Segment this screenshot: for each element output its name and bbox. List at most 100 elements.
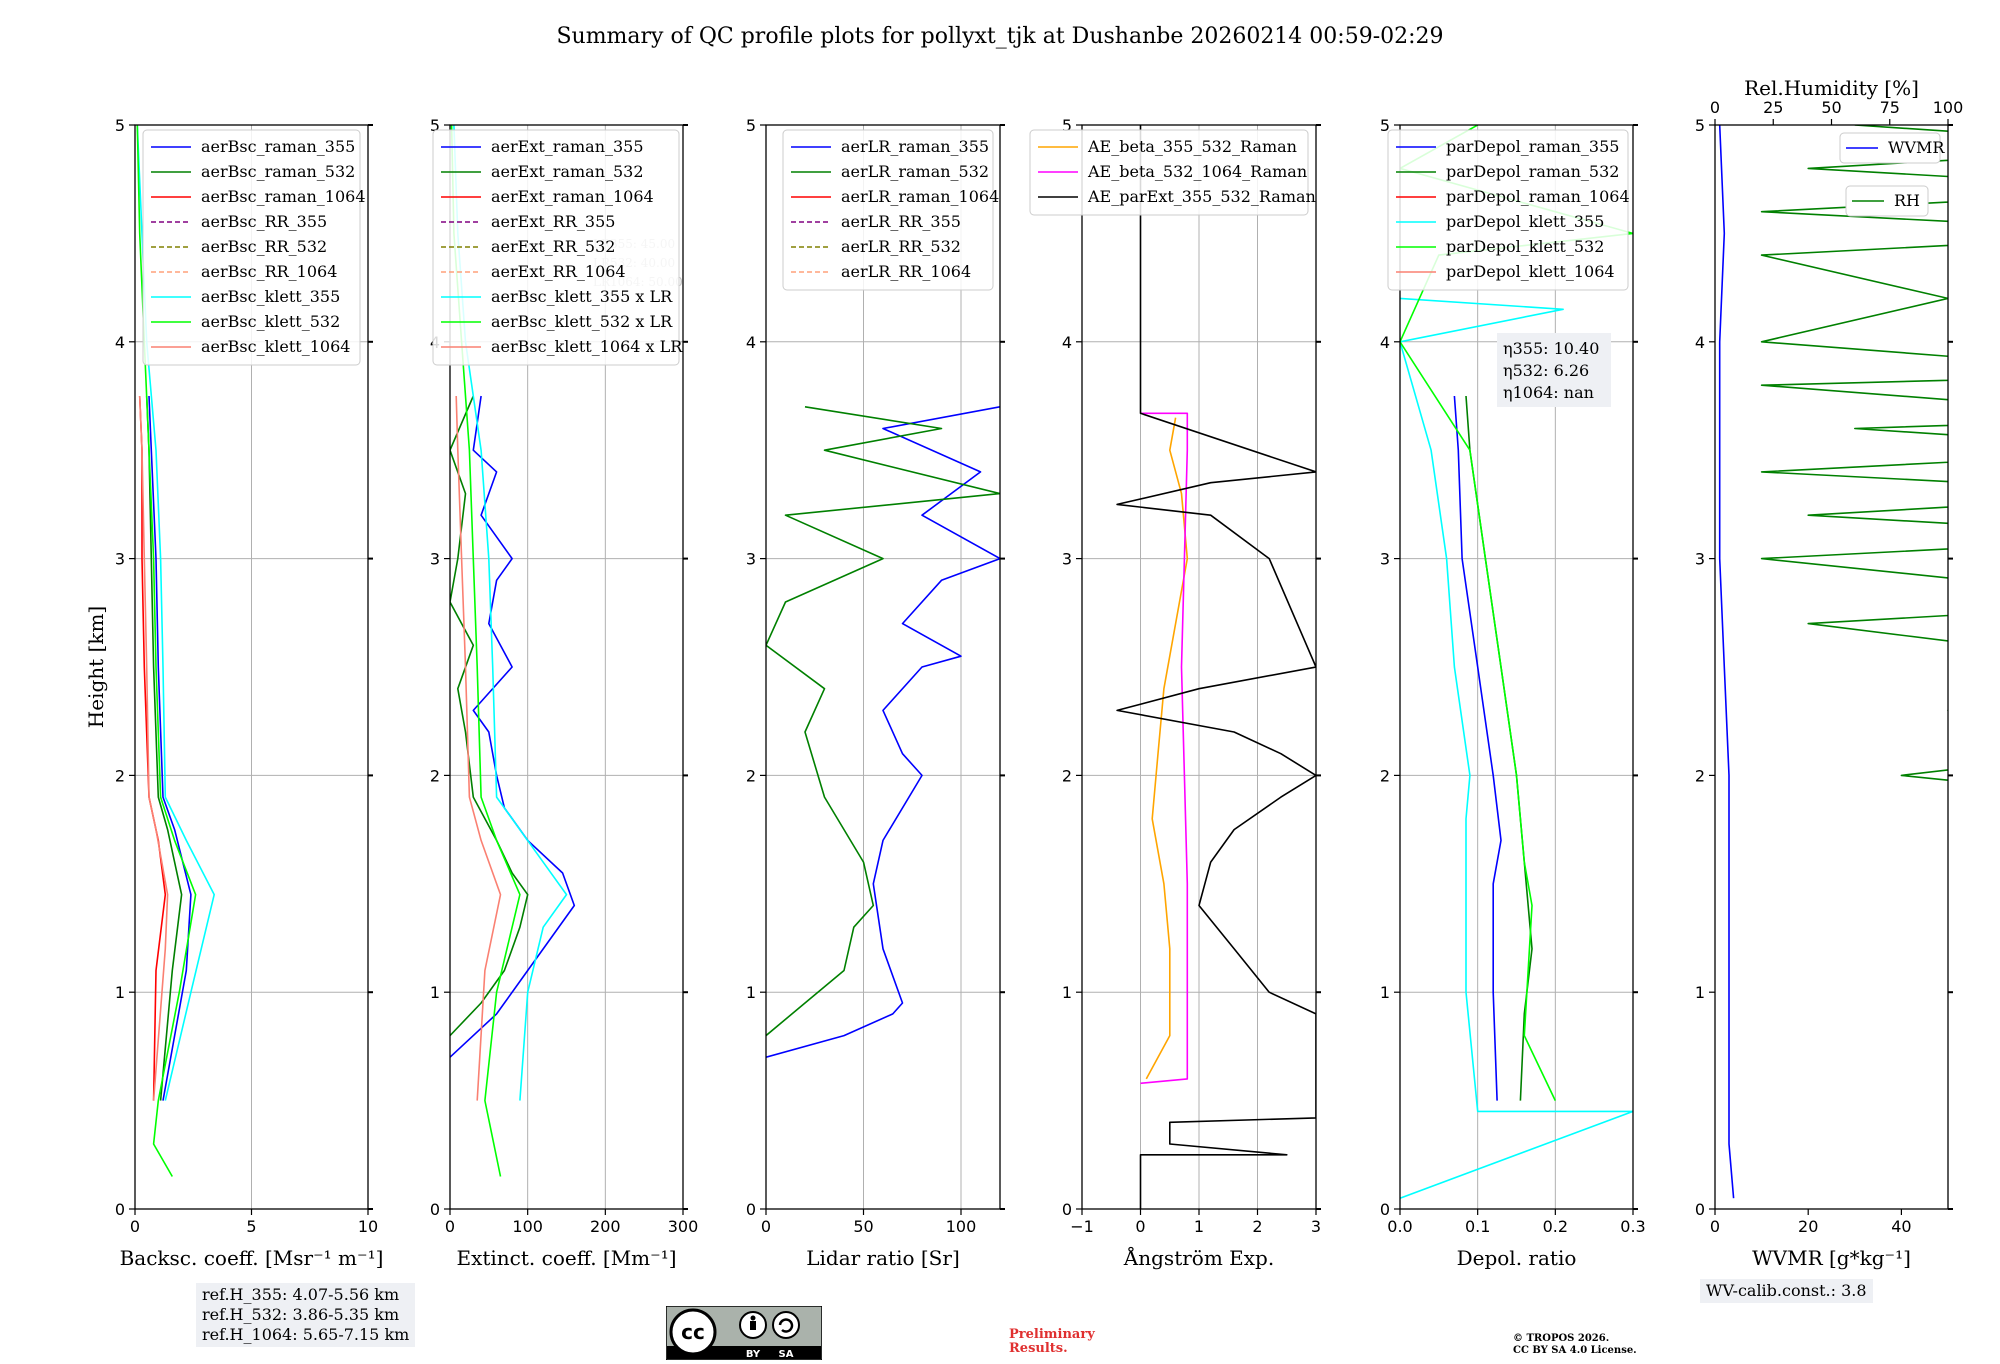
- y-tick-label: 4: [746, 333, 756, 352]
- legend-box: [142, 129, 361, 366]
- x2-tick-label: 100: [1933, 98, 1964, 117]
- series-line-pardepol-raman-355: [1453, 395, 1502, 1101]
- y-tick-label: 4: [115, 333, 125, 352]
- x-tick-label: 2: [1252, 1217, 1262, 1236]
- y-tick-label: 4: [1380, 333, 1390, 352]
- x2-tick-label: 75: [1880, 98, 1900, 117]
- cc-license-badge: cc BY SA: [665, 1305, 823, 1361]
- x-axis-label: Ångström Exp.: [1123, 1245, 1274, 1270]
- legend-label-aerbsc-rr-1064: aerBsc_RR_1064: [201, 262, 337, 281]
- y-tick-label: 3: [1695, 550, 1705, 569]
- x-tick-label: 3: [1311, 1217, 1321, 1236]
- figure-title: Summary of QC profile plots for pollyxt_…: [556, 24, 1443, 49]
- y-tick-label: 4: [1062, 333, 1072, 352]
- legend-label-aerlr-rr-355: aerLR_RR_355: [841, 212, 961, 231]
- y-tick-label: 1: [115, 983, 125, 1002]
- copyright-line-1: © TROPOS 2026.: [1513, 1333, 1610, 1344]
- axes-frame: [1399, 124, 1634, 1210]
- y-tick-label: 2: [115, 766, 125, 785]
- legend-label-aerlr-raman-1064: aerLR_raman_1064: [841, 187, 999, 206]
- axes-frame: [449, 124, 684, 1210]
- legend-box: [1845, 185, 1929, 217]
- wv-calibration-box: WV-calib.const.: 3.8: [1700, 1279, 1873, 1303]
- y-tick-label: 1: [1062, 983, 1072, 1002]
- y-tick-label: 2: [746, 766, 756, 785]
- x2-axis-label: Rel.Humidity [%]: [1744, 76, 1919, 100]
- x-tick-label: 20: [1798, 1217, 1818, 1236]
- x-tick-label: 0.3: [1620, 1217, 1645, 1236]
- ref-height-1064: ref.H_1064: 5.65-7.15 km: [202, 1325, 410, 1344]
- legend-box: [782, 129, 994, 291]
- y-tick-label: 1: [746, 983, 756, 1002]
- y-tick-label: 0: [746, 1200, 756, 1219]
- legend-box: [432, 129, 680, 366]
- x-tick-label: 40: [1891, 1217, 1911, 1236]
- y-tick-label: 5: [1380, 116, 1390, 135]
- x-axis-label: WVMR [g*kg⁻¹]: [1752, 1246, 1911, 1270]
- ref-height-532: ref.H_532: 3.86-5.35 km: [202, 1305, 400, 1324]
- legend-label-wvmr: WVMR: [1888, 138, 1945, 157]
- legend-label-pardepol-raman-355: parDepol_raman_355: [1446, 137, 1619, 156]
- legend-box: [1839, 132, 1941, 164]
- x2-tick-label: 25: [1763, 98, 1783, 117]
- series-line-aerlr-raman-355: [766, 406, 1000, 1058]
- x-tick-label: 50: [853, 1217, 873, 1236]
- y-tick-label: 0: [1062, 1200, 1072, 1219]
- y-tick-label: 0: [115, 1200, 125, 1219]
- series-line-ae-beta-532-1064-raman: [1140, 412, 1189, 1085]
- y-tick-label: 3: [1062, 550, 1072, 569]
- x-tick-label: 0: [761, 1217, 771, 1236]
- legend-label-aerbsc-klett-1064: aerBsc_klett_1064: [201, 337, 350, 356]
- y-tick-label: 1: [430, 983, 440, 1002]
- x-axis-label: Depol. ratio: [1457, 1246, 1577, 1270]
- plot-wv: 0 20 40 0 1 2 3 4 5 WVMR [g*kg⁻¹] 0 25 50 75 100 Rel.Hu…: [1695, 76, 1964, 1270]
- legend-label-aerbsc-rr-355: aerBsc_RR_355: [201, 212, 327, 231]
- legend-label-aerext-raman-1064: aerExt_raman_1064: [491, 187, 654, 206]
- y-tick-label: 5: [746, 116, 756, 135]
- legend-label-aerbsc-klett-532-x-lr: aerBsc_klett_532 x LR: [491, 312, 673, 331]
- legend-label-aerlr-rr-1064: aerLR_RR_1064: [841, 262, 971, 281]
- x-tick-label: 200: [590, 1217, 621, 1236]
- plot-ext: 0100200300012345Extinct. coeff. [Mm⁻¹]LR…: [430, 116, 698, 1270]
- x-axis-label: Lidar ratio [Sr]: [806, 1246, 960, 1270]
- series-line-rh: [1760, 125, 1948, 782]
- x-tick-label: 10: [358, 1217, 378, 1236]
- y-tick-label: 2: [1380, 766, 1390, 785]
- legend-label-rh: RH: [1894, 191, 1920, 210]
- y-axis-label: Height [km]: [84, 606, 108, 728]
- legend-label-aerbsc-klett-355: aerBsc_klett_355: [201, 287, 340, 306]
- y-tick-label: 0: [430, 1200, 440, 1219]
- legend-label-aerlr-rr-532: aerLR_RR_532: [841, 237, 961, 256]
- legend-label-ae-beta-355-532-raman: AE_beta_355_532_Raman: [1087, 137, 1297, 156]
- x-tick-label: 0.0: [1387, 1217, 1412, 1236]
- preliminary-note: Preliminary Results.: [1009, 1328, 1095, 1356]
- y-tick-label: 2: [430, 766, 440, 785]
- legend-label-pardepol-klett-532: parDepol_klett_532: [1446, 237, 1604, 256]
- x-tick-label: 0.1: [1465, 1217, 1490, 1236]
- x-tick-label: −1: [1070, 1217, 1094, 1236]
- preliminary-line-1: Preliminary: [1009, 1327, 1095, 1342]
- legend-label-aerbsc-raman-532: aerBsc_raman_532: [201, 162, 355, 181]
- copyright-note: © TROPOS 2026. CC BY SA 4.0 License.: [1513, 1333, 1637, 1357]
- x-tick-label: 1: [1194, 1217, 1204, 1236]
- y-tick-label: 5: [1695, 116, 1705, 135]
- sa-label: SA: [779, 1349, 794, 1360]
- y-tick-label: 1: [1695, 983, 1705, 1002]
- y-tick-label: 3: [1380, 550, 1390, 569]
- series-line-pardepol-klett-355: [1400, 297, 1633, 1199]
- x-tick-label: 0: [130, 1217, 140, 1236]
- y-tick-label: 3: [115, 550, 125, 569]
- legend-label-aerext-rr-1064: aerExt_RR_1064: [491, 262, 626, 281]
- x-tick-label: 0: [445, 1217, 455, 1236]
- plot-lr: 0 50 100 0 1 2 3 4 5 Lidar ratio [Sr] aerLR_raman_…: [746, 116, 1005, 1270]
- legend-label-ae-beta-532-1064-raman: AE_beta_532_1064_Raman: [1087, 162, 1307, 181]
- y-tick-label: 1: [1380, 983, 1390, 1002]
- series-line-ae-beta-355-532-raman: [1145, 417, 1189, 1080]
- depol-calibration-value: η532: 6.26: [1503, 361, 1589, 380]
- series-line-aerbsc-klett-1064: [138, 395, 169, 1101]
- series-line-aerlr-raman-532: [766, 406, 1000, 1037]
- depol-calibration-value: η1064: nan: [1503, 383, 1594, 402]
